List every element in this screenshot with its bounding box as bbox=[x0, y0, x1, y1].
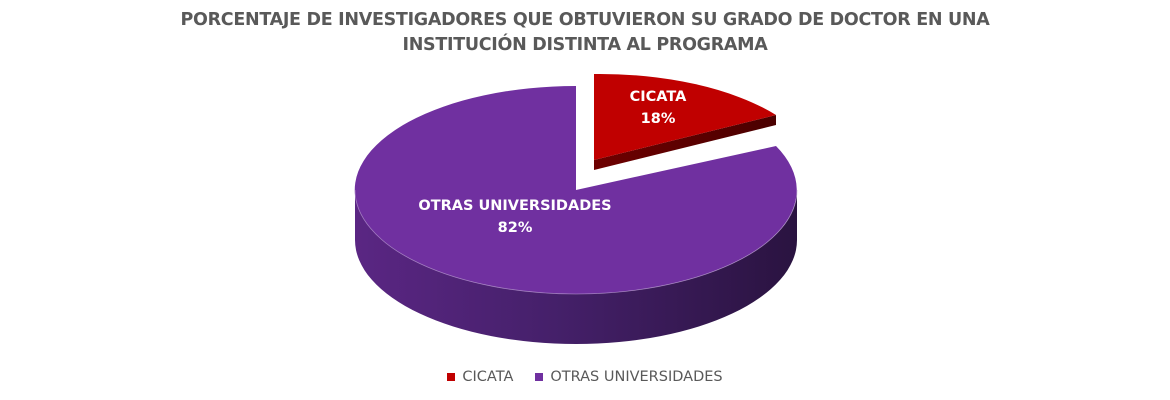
legend-swatch-otras-icon bbox=[535, 373, 544, 381]
data-label-otras-universidades: OTRAS UNIVERSIDADES 82% bbox=[385, 195, 645, 239]
chart-title-line-1: PORCENTAJE DE INVESTIGADORES QUE OBTUVIE… bbox=[180, 10, 990, 30]
slice-otras-universidades bbox=[354, 85, 798, 344]
legend-item-cicata: CICATA bbox=[447, 369, 513, 385]
data-label-cicata: CICATA 18% bbox=[598, 86, 718, 130]
slice-cicata bbox=[594, 73, 776, 170]
chart-title: PORCENTAJE DE INVESTIGADORES QUE OBTUVIE… bbox=[0, 8, 1170, 58]
data-label-cicata-name: CICATA bbox=[629, 89, 687, 105]
data-label-cicata-value: 18% bbox=[640, 111, 676, 127]
legend-label-cicata: CICATA bbox=[462, 369, 514, 385]
chart-title-line-2: INSTITUCIÓN DISTINTA AL PROGRAMA bbox=[402, 35, 768, 55]
legend-swatch-cicata-icon bbox=[447, 373, 456, 381]
legend-label-otras-universidades: OTRAS UNIVERSIDADES bbox=[550, 369, 723, 385]
data-label-otras-value: 82% bbox=[497, 220, 533, 236]
chart-legend: CICATA OTRAS UNIVERSIDADES bbox=[0, 369, 1170, 385]
legend-item-otras-universidades: OTRAS UNIVERSIDADES bbox=[535, 369, 723, 385]
data-label-otras-name: OTRAS UNIVERSIDADES bbox=[418, 198, 612, 214]
